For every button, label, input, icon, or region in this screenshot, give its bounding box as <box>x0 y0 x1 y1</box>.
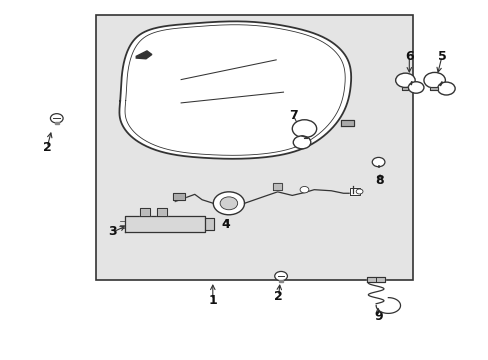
Text: 9: 9 <box>373 310 382 323</box>
Polygon shape <box>429 87 437 90</box>
Polygon shape <box>136 51 152 59</box>
Text: 7: 7 <box>288 109 297 122</box>
Text: 2: 2 <box>42 141 51 154</box>
Polygon shape <box>272 183 281 190</box>
Polygon shape <box>55 122 59 125</box>
Polygon shape <box>401 87 407 90</box>
Bar <box>96 15 412 280</box>
Circle shape <box>274 271 287 281</box>
Circle shape <box>423 72 445 88</box>
Polygon shape <box>366 277 384 282</box>
Circle shape <box>220 197 237 210</box>
Circle shape <box>300 186 308 193</box>
Text: 4: 4 <box>221 218 230 231</box>
Text: 3: 3 <box>108 225 117 238</box>
Text: 8: 8 <box>375 174 384 186</box>
Polygon shape <box>140 208 150 216</box>
Circle shape <box>371 157 384 167</box>
Text: 6: 6 <box>404 50 413 63</box>
Polygon shape <box>340 120 353 126</box>
Circle shape <box>437 82 454 95</box>
Circle shape <box>50 114 63 123</box>
Circle shape <box>407 82 423 93</box>
Polygon shape <box>172 193 184 201</box>
Text: 2: 2 <box>274 290 283 303</box>
Polygon shape <box>157 208 167 216</box>
Circle shape <box>395 73 414 87</box>
Circle shape <box>355 189 362 194</box>
Polygon shape <box>119 21 350 159</box>
Polygon shape <box>125 216 205 232</box>
Circle shape <box>293 136 310 149</box>
Polygon shape <box>349 188 359 195</box>
Text: 1: 1 <box>208 294 217 307</box>
Text: 5: 5 <box>437 50 446 63</box>
Polygon shape <box>205 218 214 230</box>
Polygon shape <box>279 280 283 282</box>
Circle shape <box>213 192 244 215</box>
Circle shape <box>292 120 316 138</box>
